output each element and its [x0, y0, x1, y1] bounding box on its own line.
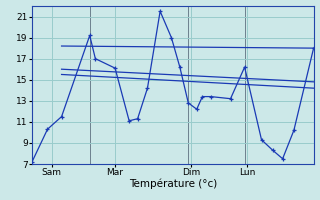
X-axis label: Température (°c): Température (°c): [129, 179, 217, 189]
